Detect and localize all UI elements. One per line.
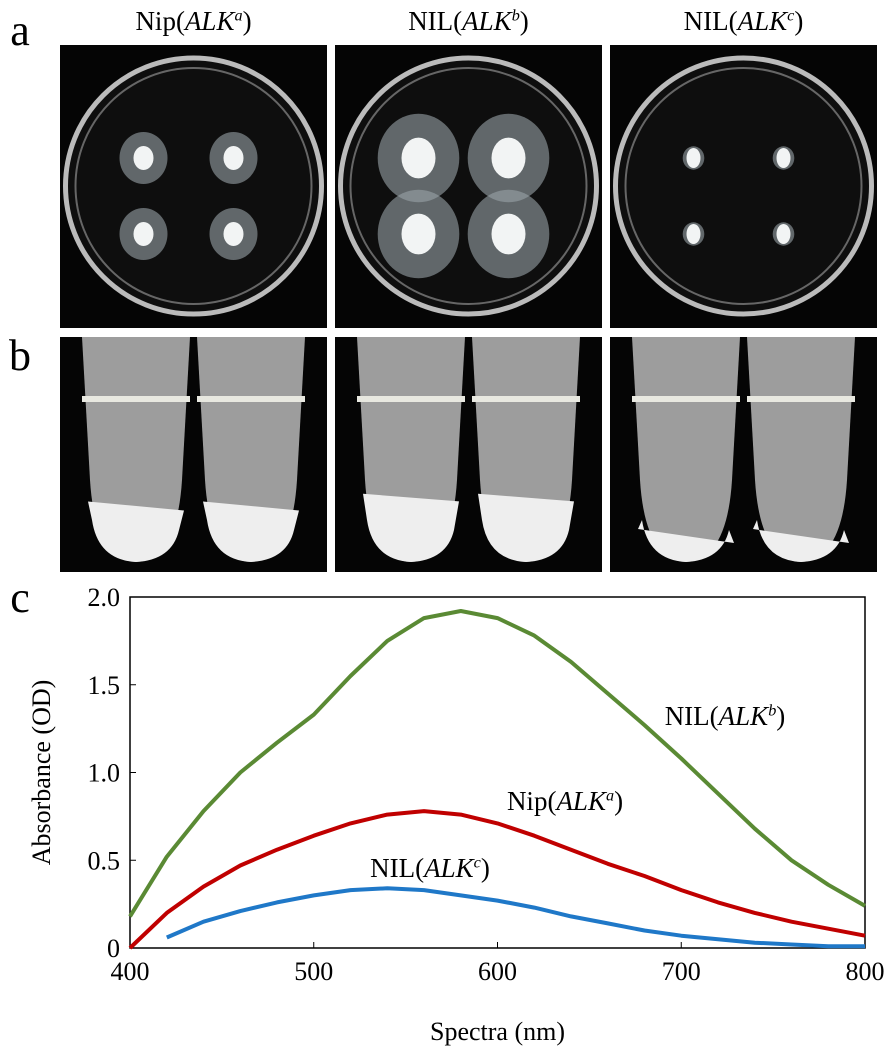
tube-band: [82, 396, 190, 402]
label-part: c: [474, 854, 482, 872]
tube-sediment: [363, 493, 459, 562]
label-part: ): [481, 853, 490, 883]
x-tick-label: 800: [846, 957, 885, 986]
column-label: Nip(ALKa): [135, 6, 251, 36]
column-label: NIL(ALKc): [684, 6, 804, 36]
colony: [686, 148, 701, 168]
x-tick-label: 400: [111, 957, 150, 986]
colony: [491, 213, 526, 255]
tube-band: [197, 396, 305, 402]
label-part: a: [234, 7, 242, 25]
colony: [776, 148, 791, 168]
label-part: NIL(: [408, 6, 462, 36]
panel-letter: c: [10, 573, 30, 622]
label-part: ): [776, 701, 785, 731]
x-tick-label: 700: [662, 957, 701, 986]
label-part: ALK: [422, 853, 476, 883]
tube-sediment: [88, 501, 184, 562]
x-tick-label: 600: [478, 957, 517, 986]
tube-band: [357, 396, 465, 402]
label-part: ): [794, 6, 803, 36]
panel-letter: b: [9, 331, 31, 380]
series-label: NIL(ALKc): [370, 853, 490, 883]
dish-rim: [63, 55, 324, 317]
series-label: Nip(ALKa): [507, 786, 623, 816]
series-line: [128, 809, 866, 950]
y-tick-label: 1.5: [88, 671, 121, 700]
series-line: [166, 886, 865, 949]
tube-band: [747, 396, 855, 402]
colony: [491, 137, 526, 179]
dish-inner: [74, 67, 313, 305]
label-part: ): [520, 6, 529, 36]
label-part: ALK: [717, 701, 771, 731]
label-part: ): [614, 786, 623, 816]
label-part: NIL(: [370, 853, 424, 883]
tube-sediment: [203, 501, 299, 562]
series-label: NIL(ALKb): [665, 701, 786, 731]
label-part: a: [606, 787, 614, 805]
label-part: c: [787, 7, 795, 25]
series-line: [128, 609, 866, 918]
tube-sediment: [753, 520, 849, 562]
tube: [747, 337, 855, 562]
label-part: b: [512, 7, 520, 25]
tube: [632, 337, 740, 562]
x-tick-label: 500: [294, 957, 333, 986]
colony: [223, 146, 244, 170]
label-part: Nip(: [135, 6, 185, 36]
colony: [401, 137, 436, 179]
colony: [776, 224, 791, 244]
colony: [401, 213, 436, 255]
label-part: ): [243, 6, 252, 36]
dish-inner: [349, 67, 588, 305]
y-tick-label: 1.0: [88, 759, 121, 788]
label-part: NIL(: [684, 6, 738, 36]
panel-letter: a: [10, 6, 30, 55]
label-part: ALK: [183, 6, 237, 36]
label-part: ALK: [736, 6, 790, 36]
y-tick-label: 0: [107, 934, 120, 963]
tube-band: [472, 396, 580, 402]
label-part: b: [768, 702, 776, 720]
dish-inner: [624, 67, 863, 305]
tube-band: [632, 396, 740, 402]
y-tick-label: 0.5: [88, 846, 121, 875]
colony: [133, 222, 154, 246]
label-part: NIL(: [665, 701, 719, 731]
tube-sediment: [638, 520, 734, 562]
y-tick-label: 2.0: [88, 583, 121, 612]
tube-sediment: [478, 493, 574, 562]
label-part: ALK: [460, 6, 514, 36]
colony: [686, 224, 701, 244]
y-axis-label: Absorbance (OD): [27, 680, 56, 866]
colony: [223, 222, 244, 246]
x-axis-label: Spectra (nm): [430, 1017, 565, 1046]
dish-rim: [613, 55, 874, 317]
label-part: ALK: [554, 786, 608, 816]
dish-rim: [338, 55, 599, 317]
column-label: NIL(ALKb): [408, 6, 529, 36]
colony: [133, 146, 154, 170]
label-part: Nip(: [507, 786, 557, 816]
